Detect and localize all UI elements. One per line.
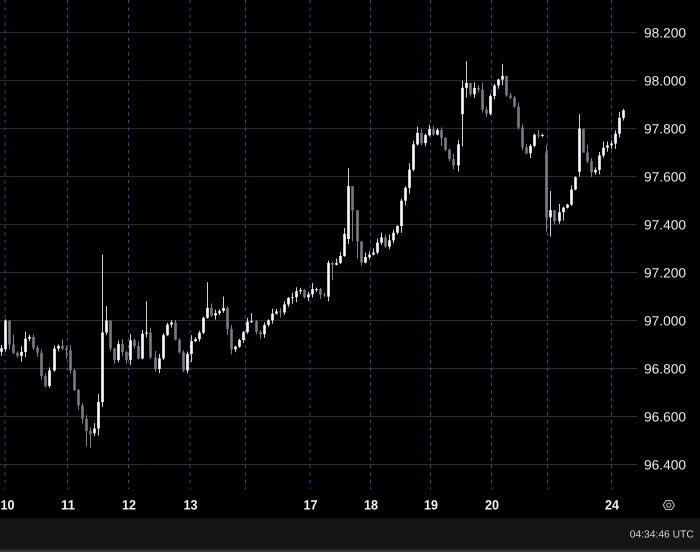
svg-text:97.200: 97.200	[644, 265, 686, 280]
svg-text:20: 20	[485, 497, 499, 512]
svg-text:18: 18	[364, 497, 378, 512]
svg-text:96.800: 96.800	[644, 361, 686, 376]
svg-text:97.000: 97.000	[644, 313, 686, 328]
svg-text:12: 12	[122, 497, 136, 512]
svg-text:97.400: 97.400	[644, 217, 686, 232]
svg-text:19: 19	[424, 497, 438, 512]
svg-text:98.200: 98.200	[644, 25, 686, 40]
svg-text:97.800: 97.800	[644, 121, 686, 136]
svg-text:10: 10	[1, 497, 15, 512]
svg-text:17: 17	[304, 497, 318, 512]
svg-text:97.600: 97.600	[644, 169, 686, 184]
svg-text:96.600: 96.600	[644, 409, 686, 424]
svg-text:11: 11	[61, 497, 75, 512]
svg-text:24: 24	[605, 497, 619, 512]
svg-text:04:34:46 UTC: 04:34:46 UTC	[630, 530, 695, 541]
svg-text:13: 13	[184, 497, 198, 512]
svg-text:96.400: 96.400	[644, 457, 686, 472]
svg-text:98.000: 98.000	[644, 73, 686, 88]
